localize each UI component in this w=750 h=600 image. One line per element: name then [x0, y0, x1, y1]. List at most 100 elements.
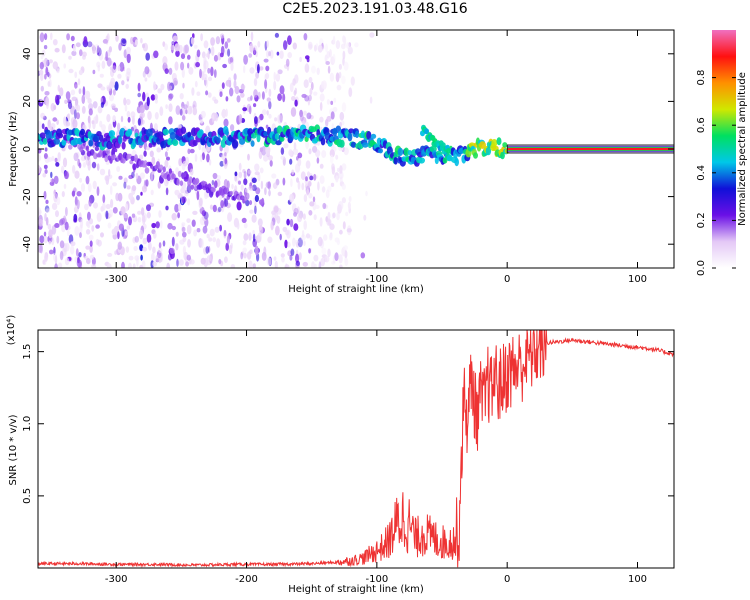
spectrogram-cell	[44, 169, 48, 174]
spectrogram-cell	[185, 109, 188, 115]
spectrogram-panel: -300 -200 -100 0 100 40 20 0 -20 -40 Height of s…	[8, 29, 675, 295]
spectrogram-cell	[105, 175, 110, 185]
spectrogram-cell	[259, 167, 264, 174]
spectrogram-cell	[89, 254, 95, 260]
spectrogram-cell	[181, 115, 186, 121]
spectrogram-cell	[243, 65, 246, 74]
spectrogram-cell	[82, 86, 86, 96]
spectrogram-cell	[109, 94, 114, 102]
spectrogram-cell	[157, 247, 163, 253]
spectrogram-cell	[369, 96, 373, 104]
spectrogram-cell	[149, 150, 154, 158]
spectrogram-cell	[68, 68, 74, 74]
spectrogram-cell	[80, 218, 84, 229]
spectrogram-cell	[98, 52, 104, 61]
spectrogram-cell	[224, 129, 229, 136]
spectrogram-cell	[116, 166, 121, 172]
spectrogram-cell	[185, 261, 190, 267]
spectrogram-cell	[105, 210, 109, 220]
spectrogram-cell	[126, 185, 131, 190]
spectrogram-cell	[158, 242, 162, 249]
spectrogram-cell	[64, 221, 69, 231]
spectrogram-cell	[279, 50, 284, 59]
spectrogram-cell	[61, 139, 67, 146]
spectrogram-cell	[153, 123, 158, 132]
spectrogram-cell	[39, 32, 45, 43]
spectrogram-cell	[175, 105, 181, 115]
spectrogram-cell	[250, 31, 254, 42]
spectrogram-cell	[78, 252, 82, 258]
spectrogram-cell	[162, 128, 169, 136]
spectrogram-cell	[181, 196, 187, 204]
spectrogram-cell	[63, 183, 67, 190]
spectrogram-cell	[226, 38, 231, 43]
spectrogram-cell	[496, 137, 502, 146]
spectrogram-cell	[339, 264, 343, 268]
spectrogram-cell	[110, 103, 116, 109]
spectrogram-cell	[196, 190, 200, 201]
spectrogram-cell	[148, 142, 153, 148]
spectrogram-cell	[139, 244, 144, 252]
spectrogram-cell	[178, 158, 182, 167]
spectrogram-cell	[132, 163, 137, 171]
spectrogram-cell	[350, 141, 357, 148]
spectrogram-cell	[168, 116, 173, 125]
spectrogram-cell	[71, 190, 76, 197]
spectrogram-cell	[67, 101, 73, 110]
spectrogram-cell	[212, 187, 216, 192]
spectrogram-cell	[298, 252, 302, 261]
x-tick-label: -300	[105, 574, 128, 585]
spectrogram-cell	[312, 145, 318, 153]
spectrogram-cell	[308, 76, 313, 84]
spectrogram-cell	[89, 218, 94, 225]
spectrogram-cell	[124, 230, 128, 236]
spectrogram-cell	[51, 202, 58, 210]
spectrogram-cell	[114, 81, 119, 91]
spectrogram-cell	[276, 215, 281, 224]
spectrogram-cell	[491, 139, 498, 147]
spectrogram-cell	[248, 105, 252, 115]
spectrogram-cell	[194, 153, 198, 162]
spectrogram-cell	[100, 232, 104, 238]
spectrogram-cell	[338, 254, 343, 264]
spectrogram-cell	[147, 110, 152, 121]
spectrogram-cell	[187, 239, 191, 248]
spectrogram-cell	[40, 112, 45, 119]
spectrogram-cell	[311, 261, 315, 268]
spectrogram-cell	[324, 54, 328, 63]
spectrogram-cell	[338, 171, 344, 180]
spectrogram-cell	[336, 239, 340, 246]
spectrogram-cell	[293, 90, 297, 96]
spectrogram-cell	[347, 46, 353, 55]
spectrogram-x-ticks: -300 -200 -100 0 100	[105, 30, 647, 285]
spectrogram-cell	[87, 115, 91, 124]
spectrogram-cell	[236, 95, 241, 103]
spectrogram-cell	[39, 61, 44, 70]
spectrogram-cell	[177, 212, 181, 219]
spectrogram-cell	[143, 150, 147, 157]
spectrogram-cell	[279, 233, 282, 241]
spectrogram-cell	[319, 217, 323, 227]
spectrogram-cell	[105, 203, 111, 210]
spectrogram-cell	[290, 107, 297, 117]
spectrogram-cell	[74, 225, 80, 236]
spectrogram-cell	[49, 125, 53, 131]
spectrogram-cell	[144, 77, 148, 82]
spectrogram-cell	[107, 222, 112, 229]
spectrogram-cell	[309, 201, 315, 207]
spectrogram-cell	[219, 52, 224, 58]
spectrogram-cell	[137, 118, 141, 126]
spectrogram-cell	[146, 96, 150, 107]
spectrogram-cell	[111, 154, 117, 161]
y-tick-label: 20	[22, 95, 33, 108]
x-tick-label: 0	[504, 574, 510, 585]
spectrogram-cell	[140, 254, 143, 261]
spectrogram-cell	[45, 66, 49, 76]
spectrogram-cell	[275, 73, 281, 82]
spectrogram-cell	[335, 40, 341, 50]
spectrogram-cell	[365, 190, 368, 197]
spectrogram-cell	[243, 196, 248, 202]
spectrogram-cell	[224, 152, 227, 157]
spectrogram-cell	[76, 104, 81, 112]
spectrogram-cell	[332, 35, 336, 45]
